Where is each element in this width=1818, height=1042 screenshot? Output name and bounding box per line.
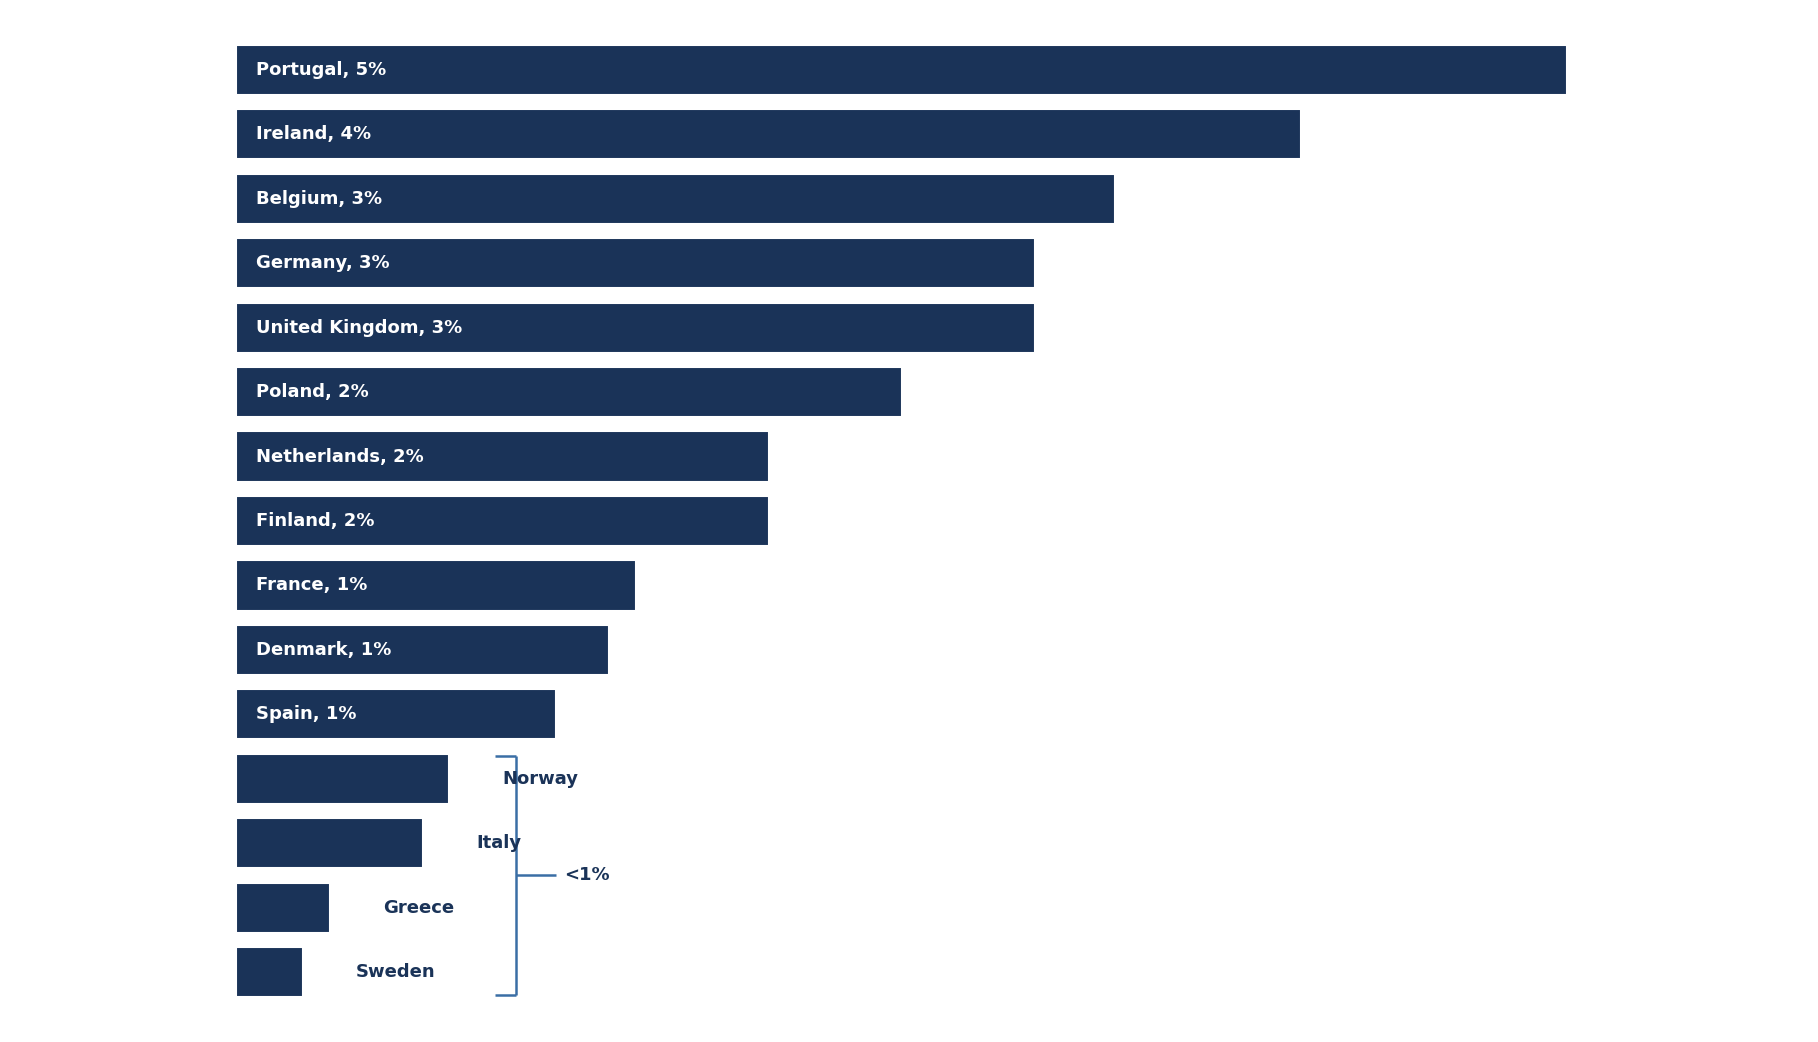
Bar [236,689,556,740]
Text: Greece: Greece [384,898,454,917]
Bar [236,302,1034,353]
Text: Finland, 2%: Finland, 2% [256,512,375,530]
Bar [236,753,449,803]
Text: United Kingdom, 3%: United Kingdom, 3% [256,319,462,337]
Text: Norway: Norway [502,770,578,788]
Bar [236,45,1567,95]
Text: Poland, 2%: Poland, 2% [256,383,369,401]
Text: Denmark, 1%: Denmark, 1% [256,641,391,659]
Bar [236,883,329,933]
Text: Sweden: Sweden [356,963,436,982]
Bar [236,109,1302,159]
Text: <1%: <1% [564,866,609,885]
Bar [236,561,636,611]
Bar [236,625,609,675]
Bar [236,367,902,417]
Bar [236,174,1114,224]
Bar [236,947,304,997]
Text: Italy: Italy [476,835,522,852]
Text: Belgium, 3%: Belgium, 3% [256,190,382,207]
Text: Spain, 1%: Spain, 1% [256,705,356,723]
Bar [236,496,769,546]
Text: France, 1%: France, 1% [256,576,367,594]
Bar [236,818,422,868]
Bar [236,431,769,481]
Text: Ireland, 4%: Ireland, 4% [256,125,371,144]
Text: Germany, 3%: Germany, 3% [256,254,389,272]
Text: Portugal, 5%: Portugal, 5% [256,60,387,79]
Text: Netherlands, 2%: Netherlands, 2% [256,448,424,466]
Bar [236,239,1034,289]
